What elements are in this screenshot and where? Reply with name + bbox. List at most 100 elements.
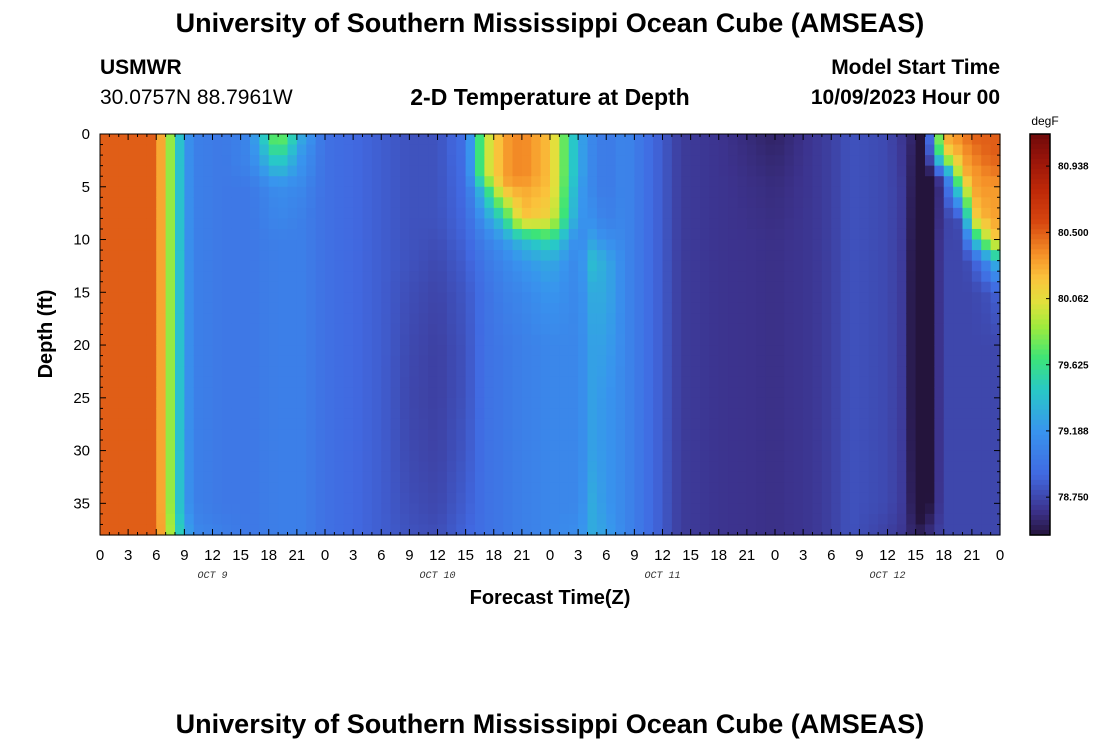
heatmap-cell <box>812 302 823 314</box>
heatmap-cell <box>540 176 551 188</box>
heatmap-cell <box>615 524 626 536</box>
heatmap-cell <box>737 281 748 293</box>
heatmap-cell <box>953 461 964 473</box>
heatmap-cell <box>540 197 551 209</box>
heatmap-cell <box>906 366 917 378</box>
heatmap-cell <box>428 440 439 452</box>
heatmap-cell <box>203 218 214 230</box>
heatmap-cell <box>503 524 514 536</box>
heatmap-cell <box>859 397 870 409</box>
heatmap-cell <box>371 397 382 409</box>
heatmap-cell <box>962 281 973 293</box>
heatmap-cell <box>953 513 964 526</box>
heatmap-cell <box>737 218 748 230</box>
heatmap-cell <box>587 186 598 198</box>
heatmap-cell <box>184 228 195 241</box>
heatmap-cell <box>353 355 364 367</box>
heatmap-cell <box>484 440 495 452</box>
heatmap-cell <box>812 345 823 357</box>
heatmap-cell <box>287 429 298 441</box>
heatmap-cell <box>896 387 907 399</box>
heatmap-cell <box>756 492 767 504</box>
heatmap-cell <box>859 429 870 441</box>
heatmap-cell <box>362 355 373 367</box>
heatmap-cell <box>343 144 354 156</box>
heatmap-cell <box>465 155 476 167</box>
heatmap-cell <box>521 207 532 220</box>
heatmap-cell <box>128 450 139 462</box>
heatmap-cell <box>756 323 767 336</box>
heatmap-cell <box>465 302 476 314</box>
heatmap-cell <box>934 524 945 536</box>
heatmap-cell <box>428 134 439 146</box>
heatmap-cell <box>400 144 410 156</box>
heatmap-cell <box>381 228 392 241</box>
heatmap-cell <box>578 376 589 388</box>
heatmap-cell <box>456 429 467 441</box>
heatmap-cell <box>587 176 598 188</box>
heatmap-cell <box>850 408 860 420</box>
heatmap-cell <box>446 134 457 146</box>
heatmap-cell <box>896 176 907 188</box>
heatmap-cell <box>812 397 823 409</box>
heatmap-cell <box>925 186 935 198</box>
heatmap-cell <box>503 345 514 357</box>
heatmap-cell <box>812 207 823 220</box>
heatmap-cell <box>915 408 926 420</box>
heatmap-cell <box>681 134 692 146</box>
heatmap-cell <box>400 281 410 293</box>
heatmap-cell <box>465 408 476 420</box>
heatmap-cell <box>803 134 814 146</box>
heatmap-cell <box>146 239 157 251</box>
heatmap-cell <box>568 186 579 198</box>
heatmap-cell <box>971 228 982 241</box>
x-tick-label: 21 <box>514 547 531 564</box>
heatmap-cell <box>746 313 757 325</box>
heatmap-cell <box>868 334 879 346</box>
heatmap-cell <box>146 155 157 167</box>
heatmap-cell <box>568 134 579 146</box>
heatmap-cell <box>596 440 607 452</box>
heatmap-cell <box>306 334 317 346</box>
heatmap-cell <box>962 313 973 325</box>
heatmap-cell <box>803 492 814 504</box>
heatmap-cell <box>146 513 157 526</box>
heatmap-cell <box>212 503 223 515</box>
heatmap-cell <box>643 155 654 167</box>
heatmap-cell <box>990 513 1001 526</box>
heatmap-cell <box>793 271 804 283</box>
heatmap-cell <box>756 218 767 230</box>
heatmap-cell <box>625 408 635 420</box>
heatmap-cell <box>362 492 373 504</box>
heatmap-cell <box>381 260 392 272</box>
heatmap-cell <box>596 345 607 357</box>
heatmap-cell <box>503 207 514 220</box>
heatmap-cell <box>718 165 729 177</box>
heatmap-cell <box>418 397 429 409</box>
heatmap-cell <box>193 345 204 357</box>
heatmap-cell <box>962 408 973 420</box>
heatmap-cell <box>334 155 345 167</box>
heatmap-cell <box>653 397 664 409</box>
heatmap-cell <box>981 155 992 167</box>
heatmap-cell <box>634 207 645 220</box>
x-tick-label: 18 <box>935 547 952 564</box>
heatmap-cell <box>925 355 935 367</box>
heatmap-cell <box>203 429 214 441</box>
heatmap-cell <box>812 429 823 441</box>
heatmap-cell <box>718 440 729 452</box>
heatmap-cell <box>278 461 289 473</box>
heatmap-cell <box>409 250 420 262</box>
heatmap-cell <box>146 461 157 473</box>
heatmap-cell <box>831 376 842 388</box>
heatmap-cell <box>662 239 673 251</box>
heatmap-cell <box>446 186 457 198</box>
heatmap-cell <box>250 513 260 526</box>
heatmap-cell <box>484 144 495 156</box>
heatmap-cell <box>643 334 654 346</box>
heatmap-cell <box>221 144 232 156</box>
heatmap-cell <box>418 207 429 220</box>
heatmap-cell <box>990 302 1001 314</box>
heatmap-cell <box>296 260 307 272</box>
heatmap-cell <box>428 313 439 325</box>
